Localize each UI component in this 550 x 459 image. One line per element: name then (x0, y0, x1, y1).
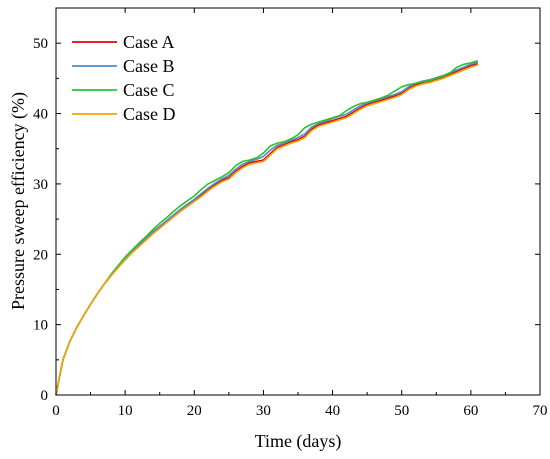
series-line-case-c (55, 60, 479, 396)
x-tick-label: 30 (256, 403, 271, 419)
x-tick-label: 40 (325, 403, 340, 419)
x-tick-label: 50 (394, 403, 409, 419)
legend-label-case-b: Case B (123, 56, 175, 76)
y-tick-label: 20 (33, 247, 48, 263)
x-tick-label: 10 (118, 403, 133, 419)
x-tick-label: 70 (533, 403, 548, 419)
x-tick-label: 20 (187, 403, 202, 419)
legend-label-case-a: Case A (123, 32, 175, 52)
x-axis-title: Time (days) (255, 431, 342, 452)
y-tick-label: 40 (33, 107, 48, 123)
y-axis-title: Pressure sweep efficiency (%) (8, 92, 29, 310)
legend-label-case-c: Case C (123, 80, 175, 100)
series-layer (55, 60, 479, 396)
y-tick-label: 50 (33, 36, 48, 52)
legend-label-case-d: Case D (123, 104, 176, 124)
axis-layer: 0 10 20 30 40 50 60 70 0 10 20 30 40 50 (33, 8, 548, 419)
series-line-case-d (55, 64, 479, 396)
series-line-case-b (55, 61, 479, 396)
y-tick-label: 0 (41, 388, 49, 404)
x-tick-label: 0 (52, 403, 60, 419)
y-tick-label: 30 (33, 177, 48, 193)
y-tick-label: 10 (33, 318, 48, 334)
x-tick-label: 60 (463, 403, 478, 419)
series-line-case-a (55, 62, 479, 396)
legend: Case A Case B Case C Case D (72, 32, 176, 124)
